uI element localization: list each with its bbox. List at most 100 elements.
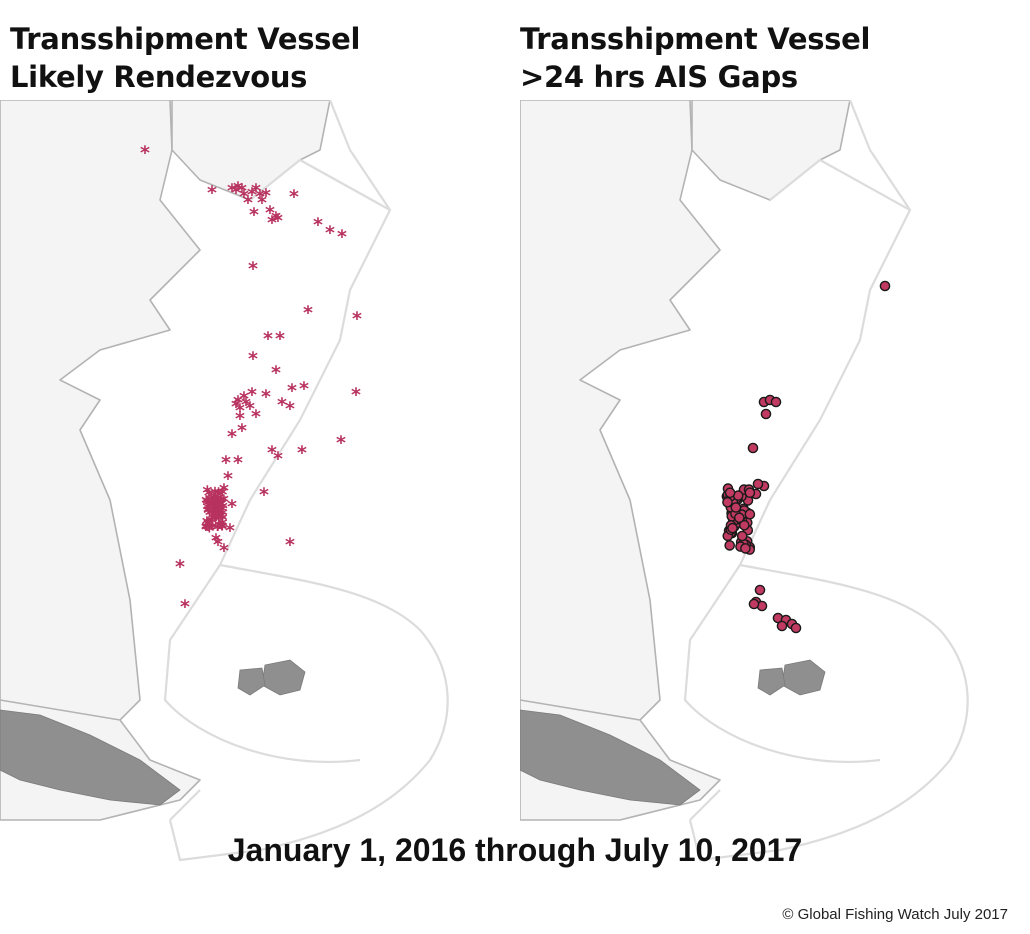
rendezvous-marker: * [213,505,223,527]
rendezvous-marker: * [337,226,347,248]
rendezvous-marker: * [351,384,361,406]
eez-outer-boundary [168,100,449,862]
ais-gap-marker [724,540,735,551]
rendezvous-marker: * [225,520,235,542]
rendezvous-marker: * [212,496,222,518]
ais-gap-marker [744,508,756,520]
rendezvous-marker: * [265,202,275,224]
rendezvous-marker: * [212,491,222,513]
rendezvous-marker: * [208,510,218,532]
ais-gap-marker [727,522,738,534]
eez-border-chile [689,789,721,821]
ais-gaps-map [520,100,1025,880]
rendezvous-marker: * [227,426,237,448]
rendezvous-marker: * [206,490,216,512]
rendezvous-marker: * [237,420,247,442]
falkland-islands-west [237,667,266,696]
mainland-land [520,100,721,721]
tierra-del-fuego-islands [0,709,181,806]
rendezvous-marker: * [213,507,223,529]
rendezvous-marker: * [140,142,150,164]
rendezvous-marker: * [218,504,228,526]
rendezvous-marker: * [217,507,227,529]
rendezvous-marker: * [214,484,224,506]
rendezvous-marker: * [271,208,281,230]
rendezvous-marker: * [208,499,218,521]
rendezvous-marker: * [213,501,223,523]
ais-gap-marker [724,487,736,499]
rendezvous-marker: * [216,495,226,517]
rendezvous-marker: * [213,519,223,541]
rendezvous-marker: * [211,509,221,531]
rendezvous-marker: * [221,452,231,474]
rendezvous-marker: * [210,510,220,532]
tierra-del-fuego-islands [520,709,701,806]
rendezvous-marker: * [227,496,237,518]
rendezvous-marker: * [213,534,223,556]
rendezvous-marker: * [303,302,313,324]
rendezvous-marker: * [261,185,271,207]
ais-gap-marker [770,396,782,408]
rendezvous-marker: * [251,180,261,202]
rendezvous-marker: * [273,210,283,232]
rendezvous-marker: * [251,406,261,428]
rendezvous-marker: * [203,502,213,524]
right-panel-title: Transshipment Vessel >24 hrs AIS Gaps [520,20,870,96]
ais-gap-marker [748,598,760,610]
rendezvous-marker: * [215,504,225,526]
ais-gap-markers [721,280,891,634]
rendezvous-marker: * [211,502,221,524]
rendezvous-marker: * [285,398,295,420]
rendezvous-marker: * [239,388,249,410]
rendezvous-marker: * [215,493,225,515]
rendezvous-marker: * [211,530,221,552]
rendezvous-marker: * [214,511,224,533]
rendezvous-marker: * [204,519,214,541]
rendezvous-marker: * [336,432,346,454]
rendezvous-marker: * [207,182,217,204]
rendezvous-marker: * [227,180,237,202]
ais-gap-marker [776,620,788,632]
rendezvous-marker: * [209,490,219,512]
rendezvous-marker: * [203,503,213,525]
rendezvous-marker: * [285,534,295,556]
eez-border-chile [169,789,201,821]
rendezvous-marker: * [217,518,227,540]
rendezvous-marker: * [218,498,228,520]
rendezvous-marker: * [207,512,217,534]
left-title-line2: Likely Rendezvous [10,60,308,94]
rendezvous-marker: * [297,442,307,464]
basemap [0,100,449,862]
rendezvous-marker: * [219,540,229,562]
rendezvous-marker: * [267,442,277,464]
rendezvous-marker: * [209,494,219,516]
rendezvous-marker: * [180,596,190,618]
rendezvous-marker: * [261,386,271,408]
eez-border-north [769,158,911,211]
rendezvous-marker: * [201,518,211,540]
rendezvous-marker: * [218,514,228,536]
copyright-credit: © Global Fishing Watch July 2017 [782,906,1008,923]
eez-border-falklands [683,564,881,764]
rendezvous-marker: * [271,362,281,384]
rendezvous-marker: * [203,519,213,541]
right-title-line1: Transshipment Vessel [520,22,871,56]
basemap [520,100,969,862]
ais-gap-marker [790,622,802,634]
rendezvous-marker: * [275,328,285,350]
rendezvous-marker: * [231,182,241,204]
rendezvous-marker: * [313,214,323,236]
eez-outer-boundary [688,100,969,862]
rendezvous-marker: * [210,489,220,511]
rendezvous-marker: * [208,495,218,517]
rendezvous-marker: * [204,485,214,507]
rendezvous-marker: * [212,503,222,525]
rendezvous-marker: * [209,506,219,528]
rendezvous-marker: * [201,519,211,541]
ais-gap-marker [730,502,742,513]
falkland-islands-east [261,659,306,696]
rendezvous-marker: * [204,521,214,543]
ais-gaps-map-canvas [520,100,969,862]
rendezvous-marker: * [289,186,299,208]
rendezvous-marker: * [241,394,251,416]
